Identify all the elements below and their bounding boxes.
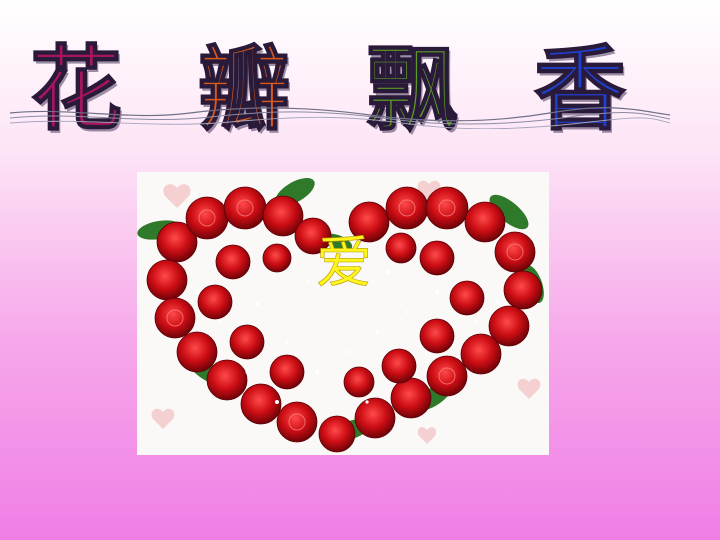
heart-rose-wreath-image [137,172,549,455]
love-character: 爱 [316,231,373,296]
title-reflection-lines [10,107,670,129]
heart-wreath-icon [137,178,544,453]
title-char-1: 花 [29,36,123,143]
wordart-title: 花 瓣 飘 香 [22,36,702,150]
